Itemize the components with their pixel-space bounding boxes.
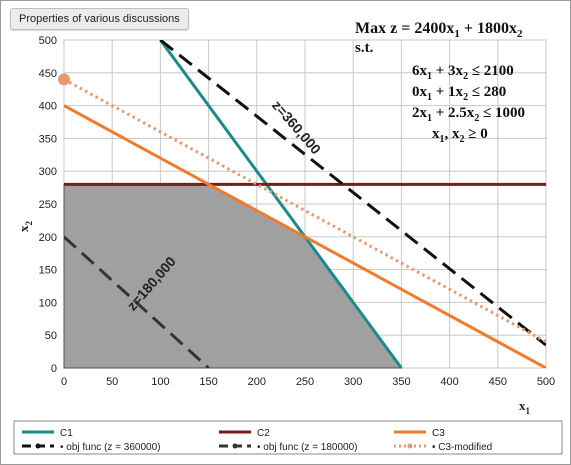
- model-objective: Max z = 2400x1 + 1800x2: [355, 20, 523, 40]
- legend-label-2: C3: [432, 428, 445, 439]
- series-layer: [58, 40, 546, 368]
- y-tick-label: 500: [39, 35, 57, 47]
- x-tick-label: 450: [489, 376, 507, 388]
- y-tick-label: 300: [39, 166, 57, 178]
- x-tick-label: 100: [151, 376, 169, 388]
- model-st: s.t.: [355, 40, 374, 56]
- series-line-0: [159, 40, 403, 368]
- legend-label-3: • obj func (z = 360000): [60, 442, 161, 453]
- x-tick-label: 300: [344, 376, 362, 388]
- x-axis-title: x1: [519, 398, 531, 416]
- legend-marker-4: [232, 443, 238, 449]
- legend-label-1: C2: [257, 428, 270, 439]
- legend-label-0: C1: [60, 428, 73, 439]
- x-tick-label: 50: [106, 376, 118, 388]
- y-tick-label: 0: [51, 363, 57, 375]
- x-tick-label: 500: [537, 376, 555, 388]
- series-line-4: [64, 235, 210, 368]
- y-tick-label: 150: [39, 265, 57, 277]
- x-tick-label: 200: [248, 376, 266, 388]
- series-marker-5: [58, 73, 70, 86]
- y-tick-label: 100: [39, 297, 57, 309]
- x-tick-label: 350: [392, 376, 410, 388]
- tooltip-tab: Properties of various discussions: [10, 8, 189, 30]
- x-tick-label: 0: [61, 376, 67, 388]
- y-axis-title: x2: [16, 221, 34, 233]
- legend-label-4: • obj func (z = 180000): [257, 442, 358, 453]
- legend-label-5: • C3-modified: [432, 442, 492, 453]
- legend-marker-3: [35, 443, 41, 449]
- constraint-2: 0x1 + 1x2 ≤ 280: [412, 84, 506, 103]
- series-line-3: [159, 40, 546, 347]
- series-line-5: [64, 78, 546, 344]
- tick-labels: 0 50 100 150 200 250 300 350 400 450 500 0 50 100 150 2…: [39, 35, 556, 388]
- constraint-1: 6x1 + 3x2 ≤ 2100: [412, 63, 514, 82]
- constraint-3: 2x1 + 2.5x2 ≤ 1000: [412, 105, 525, 124]
- legend-box: [13, 420, 563, 455]
- y-tick-label: 350: [39, 133, 57, 145]
- y-tick-label: 400: [39, 101, 57, 113]
- x-tick-label: 150: [199, 376, 217, 388]
- constraint-4: x1, x2 ≥ 0: [432, 126, 488, 145]
- legend-marker-5: [407, 443, 413, 449]
- y-tick-label: 450: [39, 68, 57, 80]
- x-tick-label: 250: [296, 376, 314, 388]
- y-tick-label: 250: [39, 199, 57, 211]
- legend: C1 C2 C3 • obj func (z = 360000) • obj func …: [13, 420, 563, 455]
- x-tick-label: 400: [440, 376, 458, 388]
- series-line-2: [64, 104, 546, 368]
- y-tick-label: 200: [39, 232, 57, 244]
- y-tick-label: 50: [45, 330, 57, 342]
